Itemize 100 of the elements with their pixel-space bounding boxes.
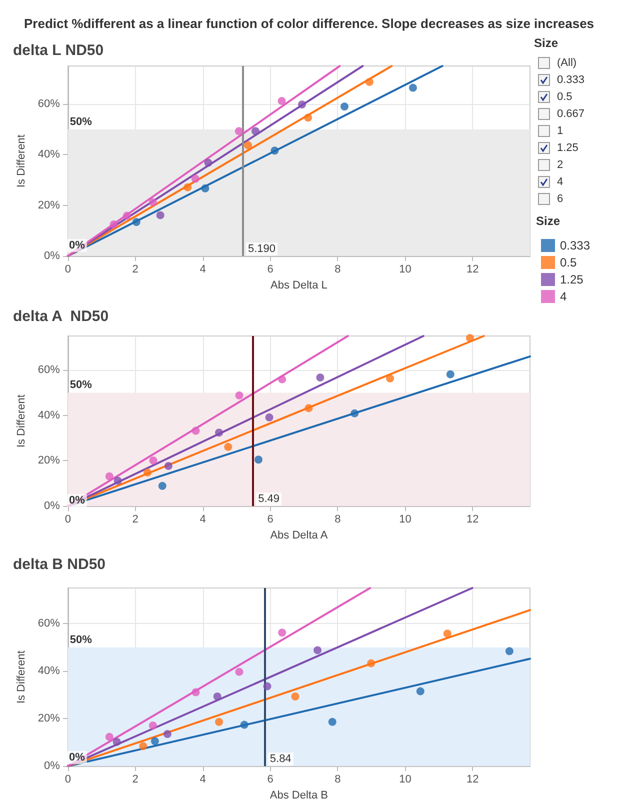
point (122, 212, 131, 220)
x-tick-label: 4 (200, 264, 206, 276)
x-tick-label: 0 (64, 514, 71, 526)
point (148, 721, 157, 730)
y-axis-title: Is Different (16, 134, 28, 188)
point (365, 78, 374, 86)
category-label: 0.333 (557, 74, 585, 86)
point (350, 409, 359, 418)
y-axis-title: Is Different (16, 650, 28, 704)
x-tick-label: 8 (334, 514, 341, 526)
point (224, 442, 232, 451)
point (191, 174, 200, 183)
point (446, 370, 454, 378)
point (148, 198, 157, 206)
x-tick-label: 6 (267, 514, 274, 526)
point (304, 114, 312, 122)
legend-label: 4 (560, 290, 567, 304)
point (304, 404, 313, 412)
x-tick-label: 4 (200, 514, 206, 526)
y-axis-title: Is Different (16, 394, 28, 448)
chart-subtitle: delta L ND50 (13, 42, 104, 59)
point (114, 476, 122, 485)
point (328, 718, 336, 726)
point (316, 374, 324, 382)
point (150, 737, 159, 746)
y-tick-label: 60% (38, 364, 60, 376)
y-tick-label: 60% (38, 98, 60, 110)
y-tick-label: 20% (38, 454, 60, 467)
point (314, 646, 322, 654)
category-label: (All) (557, 56, 577, 68)
x-axis-title: Abs Delta A (270, 530, 328, 542)
point (110, 220, 118, 228)
category-label: 1 (557, 124, 564, 136)
y-tick-label: 20% (38, 712, 60, 725)
x-tick-label: 0 (64, 774, 71, 786)
ref-line-label: 5.49 (258, 493, 280, 506)
point (144, 468, 152, 477)
point (251, 127, 260, 136)
point (164, 462, 172, 470)
point (132, 218, 140, 226)
point (278, 96, 286, 105)
text: Size (534, 36, 560, 50)
point (443, 630, 452, 638)
chart-title: Predict %different as a linear function of color difference. Slope decreases as size increases (24, 16, 594, 31)
point (367, 659, 376, 668)
point (213, 692, 222, 701)
x-axis-title: Abs Delta L (270, 279, 328, 292)
x-tick-label: 10 (399, 514, 412, 526)
ref-line-label: 5.190 (248, 243, 276, 255)
category-label: 1.25 (557, 142, 578, 154)
point (265, 413, 274, 422)
point (254, 456, 262, 464)
chart-title: delta B ND50 (13, 556, 106, 573)
category-label: 2 (557, 158, 564, 170)
point (505, 647, 514, 656)
chart-title: delta A ND50 (13, 308, 109, 325)
category-label: 0.667 (557, 108, 585, 120)
point (278, 375, 286, 384)
point (234, 127, 243, 136)
point (270, 146, 279, 155)
x-tick-label: 8 (334, 774, 341, 786)
point (192, 426, 200, 435)
x-tick-label: 2 (132, 774, 138, 786)
point (105, 472, 114, 480)
point (215, 428, 224, 437)
point (298, 100, 306, 109)
point (112, 738, 121, 746)
point (291, 692, 300, 701)
y-tick-label: 60% (38, 618, 60, 630)
y-tick-label: 40% (38, 665, 60, 678)
point (340, 102, 348, 111)
point (156, 211, 164, 220)
y-tick-label: 40% (38, 148, 60, 161)
point (158, 482, 166, 490)
band-label: 50% (70, 379, 92, 392)
point (215, 718, 224, 726)
x-tick-label: 2 (132, 514, 138, 526)
category-label: 4 (557, 176, 564, 188)
y-tick-label: 0% (44, 760, 60, 772)
annotation: 0% (69, 752, 86, 764)
point (278, 628, 286, 637)
x-tick-label: 12 (466, 264, 479, 276)
x-tick-label: 4 (200, 774, 206, 786)
point (408, 84, 417, 92)
point (386, 374, 394, 382)
legend-label: 0.5 (560, 256, 578, 270)
x-tick-label: 10 (399, 264, 412, 276)
point (263, 682, 272, 690)
x-tick-label: 0 (64, 264, 71, 276)
band-label: 50% (70, 116, 92, 128)
annotation: 0% (69, 240, 86, 252)
y-tick-label: 40% (38, 409, 60, 422)
legend-label: 1.25 (560, 272, 584, 286)
x-tick-label: 10 (399, 774, 412, 786)
category-label: 0.5 (557, 90, 572, 102)
x-tick-label: 12 (466, 514, 479, 526)
annotation: 0% (69, 494, 86, 506)
point (240, 720, 248, 729)
point (192, 688, 200, 696)
point (416, 687, 424, 696)
